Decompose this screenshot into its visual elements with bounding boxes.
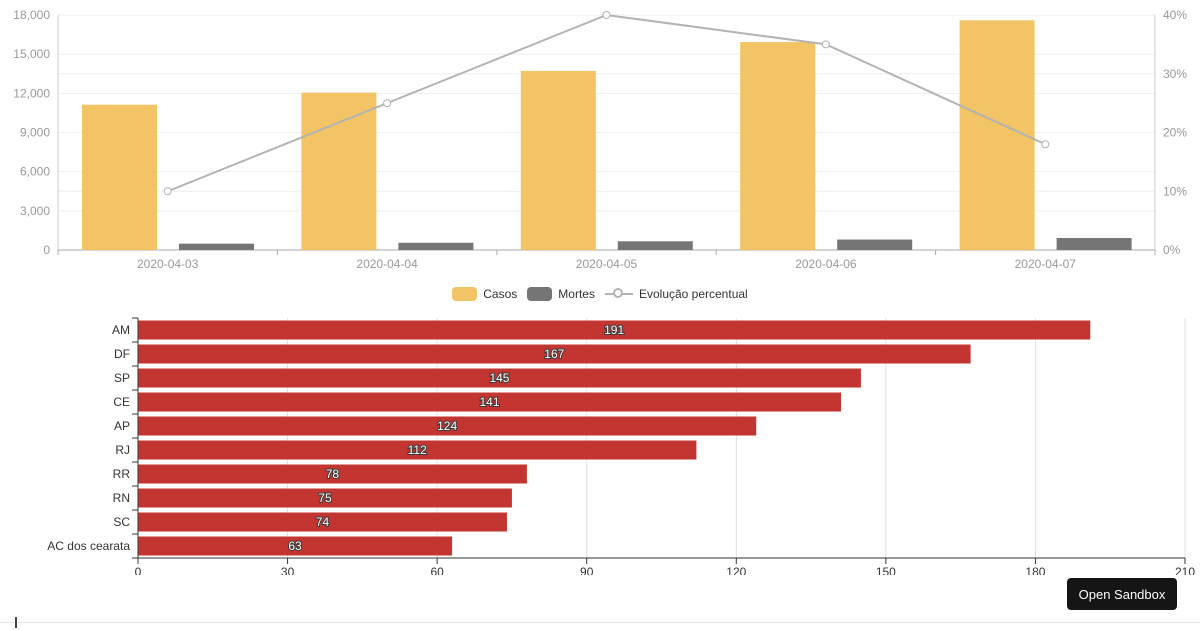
bar-value-label: 141 [479, 395, 499, 409]
date-axis-label: 2020-04-06 [795, 257, 857, 271]
evolucao-point-2020-04-03[interactable] [163, 187, 172, 196]
evolucao-point-2020-04-04[interactable] [383, 99, 392, 108]
bar-value-label: 75 [318, 491, 332, 505]
evolucao-percentual-line[interactable] [167, 13, 1046, 193]
date-axis-label: 2020-04-07 [1015, 257, 1077, 271]
chart-legend: Casos Mortes Evolução percentual [0, 287, 1200, 301]
category-label-sc: SC [113, 515, 130, 529]
date-axis-label: 2020-04-05 [576, 257, 638, 271]
legend-item-mortes[interactable]: Mortes [527, 287, 595, 301]
editor-text-cursor [15, 617, 17, 628]
bar-value-label: 124 [437, 419, 457, 433]
x-axis-tick-label: 0 [135, 565, 142, 575]
category-label-df: DF [114, 347, 130, 361]
x-axis-tick-label: 30 [281, 565, 295, 575]
bar-ap[interactable] [138, 416, 757, 436]
bar-df[interactable] [138, 344, 971, 364]
right-axis-tick-label: 10% [1163, 184, 1187, 198]
category-label-ac-dos-cearata: AC dos cearata [47, 539, 130, 553]
bar-value-label: 145 [489, 371, 509, 385]
x-axis-tick-label: 60 [430, 565, 444, 575]
bar-value-label: 112 [408, 443, 427, 457]
mortes-bar-2020-04-04[interactable] [398, 242, 474, 250]
left-axis-tick-label: 9,000 [20, 126, 50, 140]
bar-value-label: 167 [544, 347, 564, 361]
bar-rj[interactable] [138, 440, 697, 460]
bar-series-swatch-icon [452, 287, 478, 301]
bar-rr[interactable] [138, 464, 527, 484]
bar-ce[interactable] [138, 392, 841, 412]
category-label-rr: RR [113, 467, 131, 481]
bar-series-swatch-icon [527, 287, 553, 301]
mortes-bar-2020-04-07[interactable] [1056, 237, 1132, 250]
bar-value-label: 63 [288, 539, 302, 553]
mortes-bar-2020-04-05[interactable] [617, 241, 693, 250]
bar-am[interactable] [138, 320, 1091, 340]
bar-sc[interactable] [138, 512, 507, 532]
bottom-divider [0, 622, 1200, 623]
line-series-icon [604, 287, 633, 301]
states-bar-chart-canvas: 191 AM 167 DF 145 SP 141 CE 124 AP 112 RJ 78 RR 75 RN 74… [47, 317, 1195, 579]
category-label-rn: RN [113, 491, 130, 505]
bar-ac-dos-cearata[interactable] [138, 536, 453, 556]
bar-value-label: 78 [326, 467, 340, 481]
category-label-ce: CE [113, 395, 130, 409]
casos-bar-2020-04-05[interactable] [520, 70, 596, 250]
legend-label: Casos [483, 287, 518, 301]
left-axis-tick-label: 12,000 [13, 86, 50, 100]
left-axis-tick-label: 6,000 [20, 165, 50, 179]
bar-value-label: 74 [316, 515, 330, 529]
combo-chart-canvas: 0 3,000 6,000 9,000 12,000 15,000 18,000 0% 10% 2… [13, 8, 1187, 271]
evolucao-point-2020-04-05[interactable] [602, 11, 611, 19]
bar-rn[interactable] [138, 488, 512, 508]
date-axis-label: 2020-04-03 [137, 257, 199, 271]
cases-deaths-combo-chart: 0 3,000 6,000 9,000 12,000 15,000 18,000 0% 10% 2… [0, 0, 1200, 283]
legend-label: Mortes [558, 287, 595, 301]
right-axis-tick-label: 40% [1163, 8, 1187, 22]
category-label-ap: AP [114, 419, 130, 433]
x-axis-tick-label: 210 [1175, 565, 1195, 575]
evolucao-point-2020-04-07[interactable] [1041, 140, 1050, 149]
open-sandbox-button[interactable]: Open Sandbox [1067, 578, 1177, 610]
x-axis-tick-label: 180 [1025, 565, 1045, 575]
category-label-rj: RJ [115, 443, 130, 457]
x-axis-tick-label: 90 [580, 565, 594, 575]
left-axis-tick-label: 0 [43, 243, 50, 257]
legend-item-casos[interactable]: Casos [452, 287, 517, 301]
right-axis-tick-label: 30% [1163, 67, 1187, 81]
left-axis-tick-label: 18,000 [13, 8, 50, 22]
mortes-bar-2020-04-06[interactable] [837, 239, 913, 250]
evolucao-point-2020-04-06[interactable] [821, 40, 830, 49]
right-axis-tick-label: 0% [1163, 243, 1181, 257]
bar-value-label: 191 [604, 323, 624, 337]
left-axis-tick-label: 3,000 [20, 204, 50, 218]
x-axis-tick-label: 150 [876, 565, 896, 575]
legend-label: Evolução percentual [638, 287, 748, 301]
legend-item-evolucao-percentual[interactable]: Evolução percentual [604, 287, 748, 301]
category-label-sp: SP [114, 371, 130, 385]
casos-bar-2020-04-03[interactable] [82, 104, 157, 250]
casos-bar-2020-04-04[interactable] [301, 92, 377, 250]
mortes-bar-2020-04-03[interactable] [179, 243, 254, 250]
x-axis-tick-label: 120 [726, 565, 746, 575]
bar-sp[interactable] [138, 368, 861, 388]
date-axis-label: 2020-04-04 [356, 257, 418, 271]
category-label-am: AM [112, 323, 130, 337]
right-axis-tick-label: 20% [1163, 126, 1187, 140]
casos-bar-2020-04-07[interactable] [959, 20, 1035, 250]
left-axis-tick-label: 15,000 [13, 47, 50, 61]
states-bar-chart: 191 AM 167 DF 145 SP 141 CE 124 AP 112 RJ 78 RR 75 RN 74… [0, 313, 1200, 580]
casos-bar-2020-04-06[interactable] [740, 42, 816, 251]
